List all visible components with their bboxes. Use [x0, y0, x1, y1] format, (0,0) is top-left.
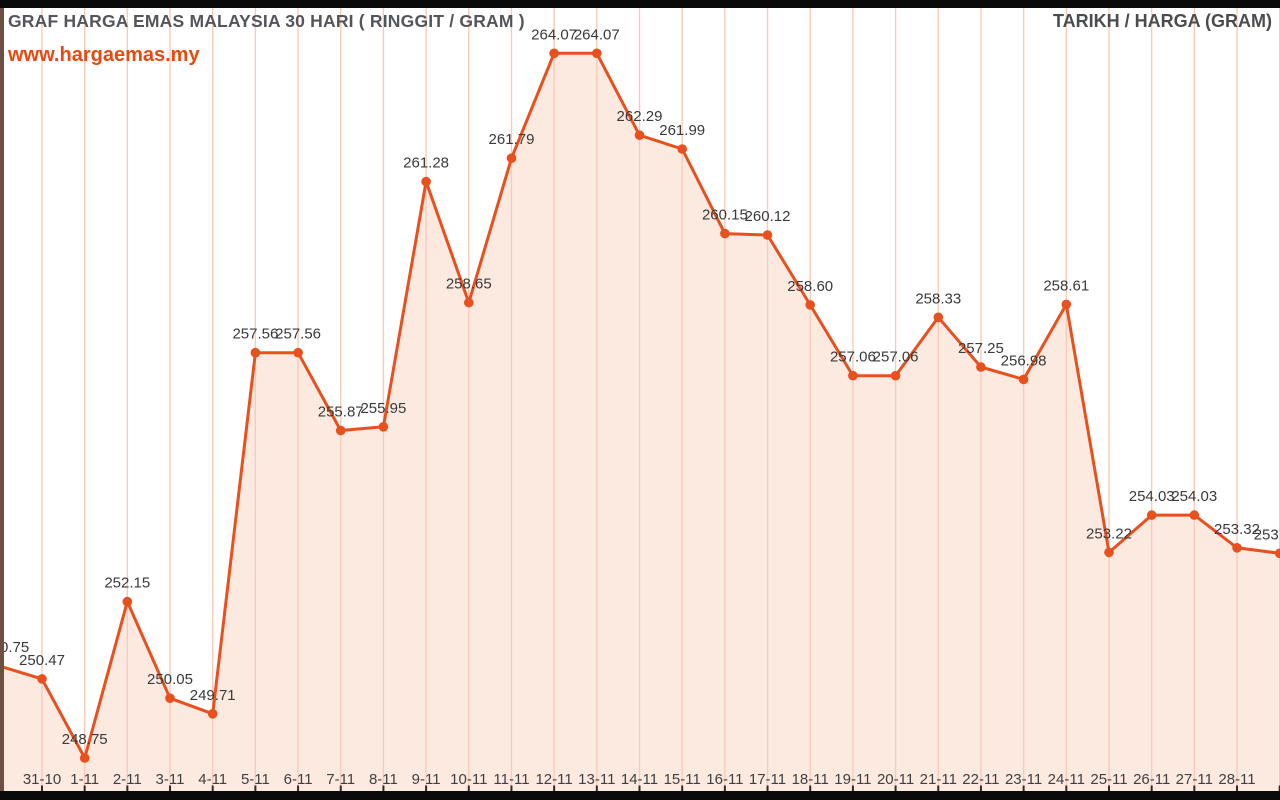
data-point-label: 264.07 [574, 26, 620, 43]
data-point-marker [464, 297, 474, 308]
x-axis-tick-label: 12-11 [535, 771, 572, 788]
data-point-label: 260.12 [745, 208, 791, 225]
x-axis-tick-label: 20-11 [877, 771, 914, 788]
data-point-marker [79, 753, 90, 763]
x-axis-tick-label: 10-11 [450, 771, 487, 788]
data-point-label: 261.28 [403, 155, 449, 172]
data-point-label: 249.71 [190, 687, 236, 704]
x-axis-tick-label: 7-11 [326, 771, 355, 788]
data-point-marker [549, 48, 559, 59]
data-point-label: 258.65 [446, 276, 492, 293]
data-point-marker [848, 370, 858, 381]
data-point-marker [890, 370, 901, 381]
data-point-label: 253.32 [1214, 521, 1260, 538]
x-axis-tick-label: 21-11 [920, 771, 957, 788]
data-point-marker [1189, 510, 1200, 520]
data-point-marker [1104, 547, 1114, 558]
x-axis-tick-label: 4-11 [198, 771, 227, 788]
data-point-marker [933, 312, 944, 323]
x-axis-tick-label: 31-10 [23, 771, 61, 788]
x-axis-tick-label: 23-11 [1005, 771, 1042, 788]
data-point-label: 0.75 [0, 639, 29, 656]
x-axis-tick-label: 9-11 [412, 771, 441, 788]
site-watermark: www.hargaemas.my [8, 44, 200, 66]
data-point-marker [1274, 548, 1280, 559]
data-point-marker [122, 596, 133, 607]
x-axis-tick-label: 11-11 [493, 771, 529, 788]
x-axis-tick-label: 24-11 [1048, 771, 1085, 788]
x-axis-tick-label: 5-11 [241, 771, 270, 788]
data-point-marker [762, 230, 773, 240]
data-point-label: 253.22 [1086, 525, 1132, 542]
bottom-frame-bar [0, 791, 1280, 800]
data-point-marker [634, 130, 645, 140]
data-point-label: 252.15 [104, 575, 150, 592]
data-point-label: 260.15 [702, 207, 748, 224]
x-axis-tick-label: 8-11 [369, 771, 398, 788]
x-axis-tick-label: 28-11 [1218, 771, 1255, 788]
x-axis-tick-label: 19-11 [834, 771, 871, 788]
data-point-label: 256.98 [1001, 352, 1047, 369]
data-point-label: 258.60 [787, 278, 833, 295]
data-point-label: 250.47 [19, 652, 65, 669]
data-point-marker [421, 176, 431, 187]
chart-title: GRAF HARGA EMAS MALAYSIA 30 HARI ( RINGG… [8, 11, 525, 31]
data-point-label: 261.79 [489, 131, 535, 148]
x-axis-tick-label: 27-11 [1176, 771, 1213, 788]
top-frame-bar [0, 0, 1280, 8]
data-point-label: 255.95 [360, 400, 406, 417]
axis-legend-label: TARIKH / HARGA (GRAM) [1053, 11, 1272, 31]
data-point-marker [506, 153, 517, 163]
data-point-label: 254.03 [1129, 488, 1175, 505]
data-point-marker [1061, 299, 1072, 310]
x-axis-tick-label: 1-11 [70, 771, 99, 788]
data-point-label: 261.99 [659, 122, 705, 139]
data-point-marker [335, 425, 346, 436]
data-point-label: 250.05 [147, 671, 193, 688]
data-point-label: 258.33 [915, 290, 961, 307]
data-point-marker [1232, 543, 1242, 553]
x-axis-tick-label: 25-11 [1090, 771, 1127, 788]
data-point-marker [1018, 374, 1029, 385]
data-point-label: 257.06 [830, 349, 876, 366]
x-axis-tick-label: 13-11 [578, 771, 615, 788]
data-point-label: 255.87 [318, 404, 364, 421]
x-axis-tick-label: 2-11 [113, 771, 142, 788]
data-point-label: 257.56 [232, 326, 278, 343]
data-point-label: 264.07 [531, 26, 577, 43]
data-point-marker [37, 674, 47, 684]
x-axis-tick-label: 26-11 [1133, 771, 1170, 788]
data-point-label: 262.29 [617, 108, 663, 125]
data-point-marker [677, 144, 687, 154]
x-axis-tick-label: 17-11 [749, 771, 786, 788]
x-axis-tick-label: 22-11 [962, 771, 999, 788]
data-point-label: 257.25 [958, 340, 1004, 357]
x-axis-tick-label: 6-11 [284, 771, 313, 788]
data-point-marker [250, 347, 261, 358]
x-axis-tick-label: 3-11 [156, 771, 185, 788]
data-point-marker [976, 362, 986, 372]
data-point-marker [720, 228, 730, 239]
data-point-label: 253 [1254, 526, 1279, 543]
data-point-marker [293, 347, 303, 358]
x-axis-tick-label: 15-11 [664, 771, 701, 788]
left-edge-strip [0, 8, 4, 791]
data-point-marker [805, 300, 815, 310]
data-point-label: 254.03 [1171, 488, 1217, 505]
data-point-marker [592, 48, 602, 59]
data-point-marker [1146, 510, 1157, 520]
data-point-marker [165, 693, 175, 703]
data-point-label: 257.56 [275, 326, 321, 343]
x-axis-tick-label: 14-11 [621, 771, 658, 788]
data-point-label: 258.61 [1043, 277, 1089, 294]
x-axis-tick-label: 18-11 [792, 771, 829, 788]
x-axis-tick-label: 16-11 [706, 771, 743, 788]
data-point-marker [207, 709, 218, 719]
data-point-label: 257.06 [873, 349, 919, 366]
data-point-marker [378, 422, 389, 432]
data-point-label: 248.75 [62, 731, 108, 748]
